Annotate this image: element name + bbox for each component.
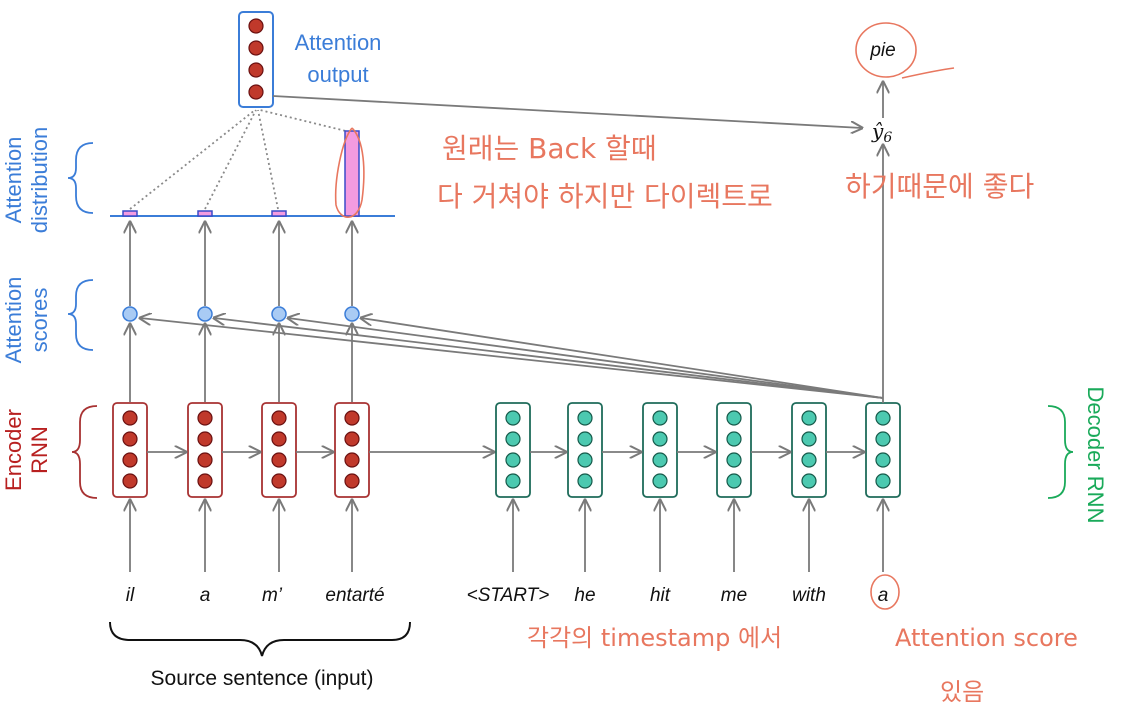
yhat-subscript: 6 bbox=[883, 130, 892, 146]
target-word: a bbox=[878, 585, 889, 606]
attention-bar bbox=[122, 210, 138, 217]
yhat-symbol: ŷ bbox=[871, 119, 884, 143]
annotation-circle-a bbox=[870, 574, 900, 610]
score-to-distribution-arrows bbox=[130, 222, 352, 306]
source-word: m’ bbox=[262, 585, 283, 606]
attention-score-nodes bbox=[122, 306, 360, 322]
annotation-circle-bar bbox=[334, 127, 365, 218]
source-word: il bbox=[126, 585, 135, 606]
annotation-text: 각각의 timestamp 에서 bbox=[527, 624, 782, 652]
decoder-brace bbox=[1047, 405, 1074, 499]
decoder-rnn-label: Decoder RNN bbox=[1083, 387, 1108, 524]
encoder-cell bbox=[112, 402, 148, 498]
attention-output-neurons bbox=[248, 18, 264, 100]
attention-bar bbox=[271, 210, 287, 217]
annotation-text: 원래는 Back 할때 bbox=[442, 132, 657, 165]
annotation-circle-output bbox=[855, 22, 917, 78]
annotation-text: Attention score bbox=[895, 624, 1078, 652]
encoder-cell bbox=[334, 402, 370, 498]
encoder-rnn-label-line1: Encoder bbox=[1, 409, 26, 491]
encoder-rnn-label: Encoder RNN bbox=[1, 409, 52, 491]
source-word: entarté bbox=[325, 585, 384, 606]
output-to-yhat-arrow bbox=[272, 95, 862, 128]
source-words: il a m’ entarté bbox=[126, 585, 385, 606]
encoder-rnn-label-line2: RNN bbox=[27, 426, 52, 474]
decoder-cell bbox=[495, 402, 531, 498]
annotation-text: 있음 bbox=[940, 678, 984, 706]
attention-scores-label-line1: Attention bbox=[1, 277, 26, 364]
annotation-stroke bbox=[901, 67, 955, 79]
source-sentence-brace bbox=[109, 621, 411, 657]
target-word: he bbox=[574, 585, 595, 606]
decoder-cell bbox=[567, 402, 603, 498]
attention-scores-label: Attention scores bbox=[1, 277, 52, 364]
encoder-cell bbox=[261, 402, 297, 498]
source-sentence-label: Source sentence (input) bbox=[151, 667, 374, 690]
attention-distribution-label-line1: Attention bbox=[1, 137, 26, 224]
annotation-text: 다 거쳐야 하지만 다이렉트로 bbox=[437, 180, 773, 213]
attention-scores-label-line2: scores bbox=[27, 288, 52, 353]
attention-bar bbox=[344, 130, 360, 217]
target-word: <START> bbox=[467, 585, 550, 606]
attention-output-label-line2: output bbox=[307, 62, 368, 87]
decoder-cell bbox=[716, 402, 752, 498]
input-arrows bbox=[130, 500, 883, 572]
attention-output-label-line1: Attention bbox=[295, 30, 382, 55]
decoder-cell bbox=[642, 402, 678, 498]
attention-output-box bbox=[238, 11, 274, 108]
decoder-cells bbox=[495, 402, 901, 498]
decoder-cell bbox=[865, 402, 901, 498]
encoder-brace bbox=[71, 405, 98, 499]
handwritten-annotations: 원래는 Back 할때 다 거쳐야 하지만 다이렉트로 하기때문에 좋다 각각의… bbox=[334, 22, 1078, 706]
attention-scores-brace bbox=[67, 279, 94, 351]
decoder-cell bbox=[791, 402, 827, 498]
attention-distribution-bars bbox=[122, 130, 360, 217]
encoder-cells bbox=[112, 402, 370, 498]
annotation-text: 하기때문에 좋다 bbox=[845, 170, 1034, 203]
source-word: a bbox=[200, 585, 211, 606]
target-word: hit bbox=[650, 585, 671, 606]
decoder-to-score-arrows bbox=[140, 318, 884, 399]
output-word: pie bbox=[869, 40, 895, 61]
target-word: me bbox=[721, 585, 747, 606]
target-words: <START> he hit me with a bbox=[467, 585, 889, 606]
attention-bar bbox=[197, 210, 213, 217]
attention-distribution-label-line2: distribution bbox=[27, 127, 52, 233]
target-word: with bbox=[792, 585, 826, 606]
encoder-to-score-arrows bbox=[130, 324, 352, 402]
attention-distribution-label: Attention distribution bbox=[1, 127, 52, 233]
yhat-label: ŷ6 bbox=[871, 119, 892, 146]
attention-distribution-brace bbox=[67, 142, 94, 214]
distribution-to-output-lines bbox=[129, 109, 351, 210]
encoder-cell bbox=[187, 402, 223, 498]
